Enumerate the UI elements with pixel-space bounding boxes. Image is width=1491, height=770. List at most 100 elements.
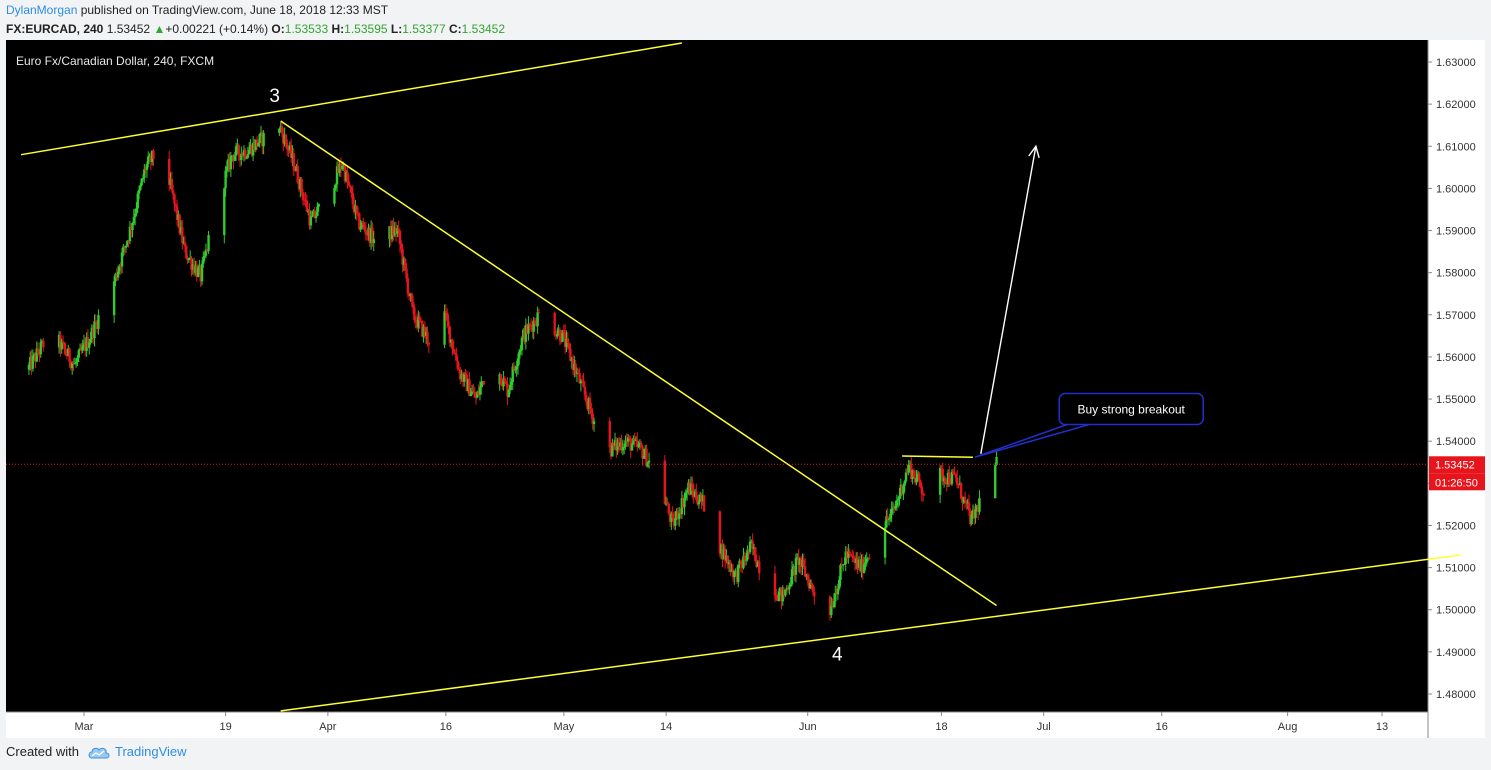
candle-body <box>227 159 230 167</box>
candle-body <box>133 213 137 218</box>
candle-body <box>966 502 969 504</box>
candle-body <box>345 172 348 181</box>
candle-body <box>90 327 94 340</box>
candle-body <box>537 312 541 314</box>
candle-body <box>472 391 475 393</box>
candles <box>27 120 998 621</box>
candle-body <box>236 145 239 147</box>
candle-body <box>856 558 859 568</box>
candle-body <box>784 589 787 596</box>
candle-body <box>350 187 353 193</box>
candle-body <box>586 401 589 410</box>
candle-body <box>775 595 778 600</box>
candle-body <box>633 438 636 441</box>
candle-body <box>830 605 833 616</box>
candle-body <box>449 339 453 343</box>
candle-body <box>556 333 559 337</box>
candle-body <box>457 368 461 370</box>
candle-body <box>911 470 914 480</box>
candle-body <box>476 391 479 398</box>
candle-body <box>785 588 788 590</box>
descending-trendline-line[interactable] <box>280 120 997 607</box>
candle-body <box>950 471 954 484</box>
candle-body <box>919 480 922 487</box>
y-tick-label: 1.57000 <box>1436 310 1476 322</box>
high-value: 1.53595 <box>344 22 388 36</box>
candle-body <box>258 134 261 144</box>
candle-body <box>862 564 866 573</box>
candle-body <box>737 564 740 582</box>
candle-body <box>460 374 463 380</box>
candle-body <box>38 353 41 355</box>
candle-body <box>76 357 79 362</box>
candle-body <box>907 464 910 473</box>
candle-body <box>915 478 918 483</box>
candle-body <box>309 217 313 226</box>
candle-body <box>196 268 200 278</box>
breakout-resistance-line[interactable] <box>902 455 973 458</box>
candle-body <box>803 566 807 577</box>
callout[interactable]: Buy strong breakout <box>974 392 1204 458</box>
candle-body <box>720 544 723 554</box>
candle-body <box>67 348 70 357</box>
candle-body <box>335 166 339 185</box>
candle-body <box>647 460 651 463</box>
candle-body <box>343 165 347 181</box>
candle-body <box>910 463 913 480</box>
candle-body <box>81 345 84 351</box>
candle-body <box>251 142 255 156</box>
candle-body <box>640 442 643 447</box>
candle-body <box>917 473 921 481</box>
candle-body <box>295 166 298 171</box>
candle-body <box>126 240 129 246</box>
candle-body <box>443 311 446 345</box>
candle-body <box>948 472 951 484</box>
candle-body <box>946 472 950 485</box>
candle-body <box>296 166 299 183</box>
candle-body <box>144 169 147 171</box>
price-chart[interactable]: Euro Fx/Canadian Dollar, 240, FXCM 1.630… <box>6 40 1485 738</box>
candle-body <box>847 551 850 558</box>
candle-body <box>366 234 369 236</box>
candle-body <box>851 555 854 557</box>
x-tick-label: 16 <box>440 721 452 733</box>
candle-body <box>189 257 192 259</box>
candle-body <box>507 389 510 398</box>
tradingview-link[interactable]: TradingView <box>114 744 187 759</box>
candle-body <box>237 145 240 155</box>
candle-body <box>916 473 920 479</box>
candle-body <box>743 555 746 561</box>
candle-body <box>865 558 868 563</box>
candle-body <box>352 203 356 213</box>
candle-body <box>811 585 815 592</box>
candle-body <box>401 249 404 265</box>
candle-body <box>94 321 97 323</box>
candle-body <box>396 228 399 234</box>
candle-body <box>307 211 310 213</box>
lower-channel-line[interactable] <box>280 554 1461 712</box>
candle-body <box>567 343 571 349</box>
candle-body <box>836 588 840 595</box>
candle-body <box>718 511 722 554</box>
candle-body <box>967 502 971 511</box>
candle-body <box>356 213 360 215</box>
x-tick-label: 16 <box>1156 721 1168 733</box>
candle-body <box>747 549 750 553</box>
candle-body <box>940 467 943 470</box>
candle-body <box>288 145 292 151</box>
candle-body <box>886 516 889 520</box>
author-link[interactable]: DylanMorgan <box>6 3 78 17</box>
candle-body <box>255 139 259 147</box>
candle-body <box>112 281 116 316</box>
candle-body <box>407 293 411 297</box>
candle-body <box>171 190 175 195</box>
candle-body <box>849 553 853 556</box>
candle-body <box>746 549 749 560</box>
candle-body <box>801 559 804 567</box>
candle-body <box>398 230 402 245</box>
upper-channel-line[interactable] <box>20 42 682 156</box>
candle-body <box>233 155 236 161</box>
candle-body <box>810 582 813 586</box>
candle-body <box>942 478 946 482</box>
candle-body <box>411 301 415 308</box>
